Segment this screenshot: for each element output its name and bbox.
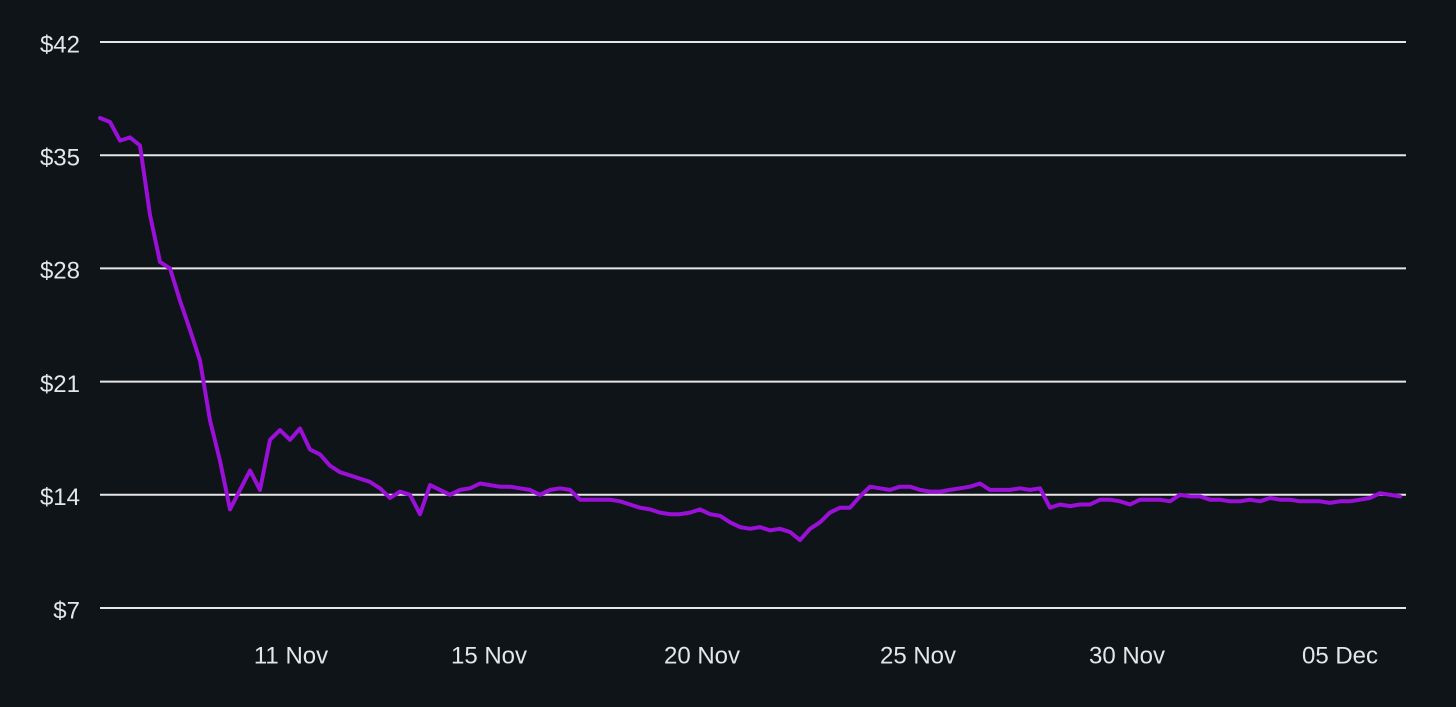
x-tick-label: 20 Nov xyxy=(664,642,740,669)
y-tick-label: $21 xyxy=(40,371,80,398)
x-tick-label: 25 Nov xyxy=(880,642,956,669)
y-tick-label: $14 xyxy=(40,484,80,511)
y-tick-label: $7 xyxy=(53,597,80,624)
x-tick-label: 30 Nov xyxy=(1089,642,1165,669)
x-tick-label: 15 Nov xyxy=(451,642,527,669)
y-tick-label: $28 xyxy=(40,258,80,285)
y-tick-label: $42 xyxy=(40,31,80,58)
x-tick-label: 11 Nov xyxy=(254,642,328,669)
y-tick-label: $35 xyxy=(40,145,80,172)
x-tick-label: 05 Dec xyxy=(1302,642,1378,669)
price-line xyxy=(98,116,1402,543)
